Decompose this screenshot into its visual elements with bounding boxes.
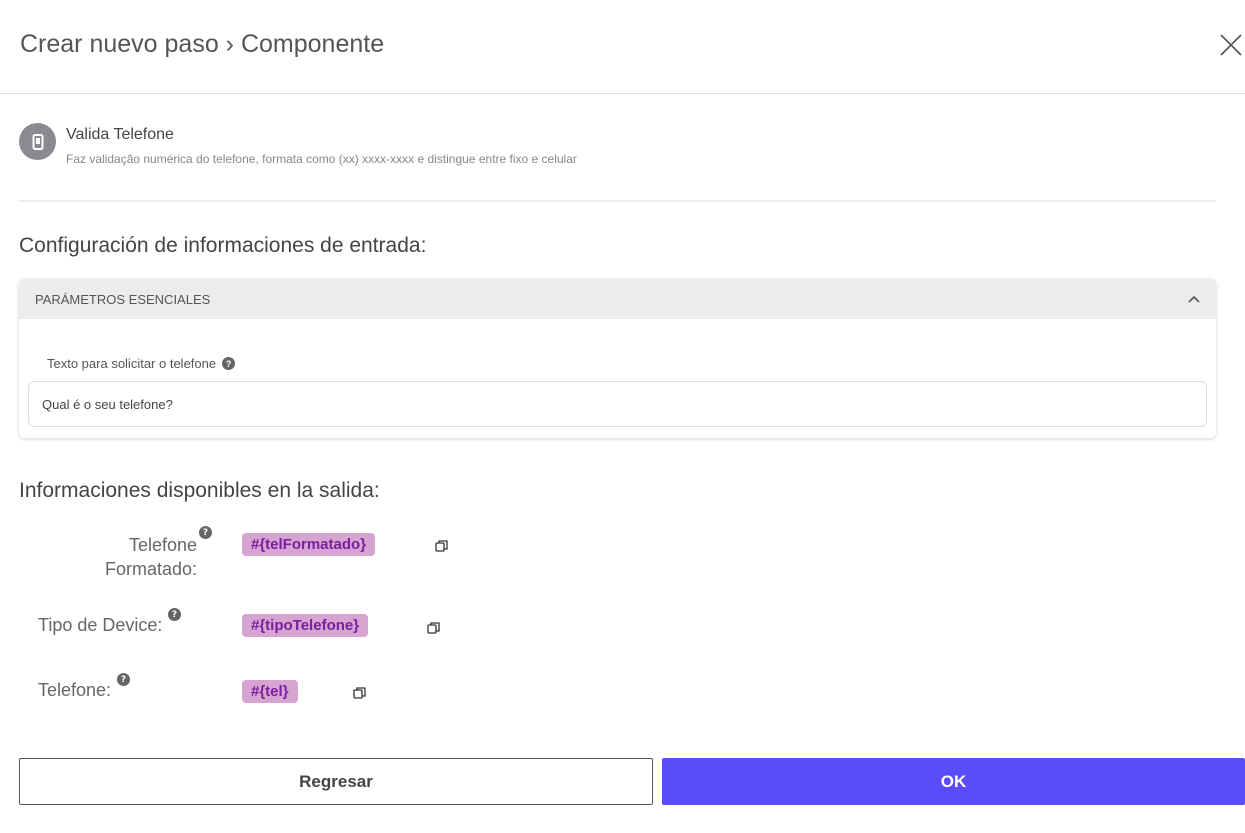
panel-header[interactable]: PARÁMETROS ESENCIALES <box>19 279 1216 319</box>
output-label: Telefone: <box>38 680 112 700</box>
help-icon[interactable]: ? <box>168 608 181 621</box>
variable-tag: #{tipoTelefone} <box>242 614 369 637</box>
divider <box>0 93 1245 94</box>
output-label: Telefone Formatado: <box>60 533 197 581</box>
field-label-text: Texto para solicitar o telefone <box>47 356 217 371</box>
ok-button[interactable]: OK <box>662 758 1245 805</box>
copy-icon[interactable] <box>353 686 367 700</box>
essential-params-panel: PARÁMETROS ESENCIALES Texto para solicit… <box>19 279 1216 438</box>
output-label: Tipo de Device: <box>38 615 163 635</box>
panel-title: PARÁMETROS ESENCIALES <box>35 291 211 307</box>
label-line: Telefone <box>128 535 197 555</box>
component-description: Faz validação numérica do telefone, form… <box>66 152 577 166</box>
phone-prompt-input[interactable] <box>28 381 1207 427</box>
back-button[interactable]: Regresar <box>19 758 653 805</box>
variable-tag: #{telFormatado} <box>242 533 376 556</box>
chevron-up-icon[interactable] <box>1188 295 1200 303</box>
help-icon[interactable]: ? <box>222 357 236 370</box>
divider <box>19 200 1216 202</box>
input-section-title: Configuración de informaciones de entrad… <box>19 234 427 257</box>
help-icon[interactable]: ? <box>199 526 212 539</box>
mobile-phone-icon <box>19 123 56 160</box>
variable-tag: #{tel} <box>242 680 298 703</box>
output-section-title: Informaciones disponibles en la salida: <box>19 479 380 502</box>
page-title: Crear nuevo paso › Componente <box>20 30 385 58</box>
copy-icon[interactable] <box>427 621 441 635</box>
copy-icon[interactable] <box>435 539 449 553</box>
close-icon[interactable] <box>1218 32 1244 58</box>
component-name: Valida Telefone <box>66 126 174 143</box>
field-label: Texto para solicitar o telefone? <box>47 356 236 371</box>
label-line: Formatado: <box>104 559 197 579</box>
help-icon[interactable]: ? <box>117 673 130 686</box>
